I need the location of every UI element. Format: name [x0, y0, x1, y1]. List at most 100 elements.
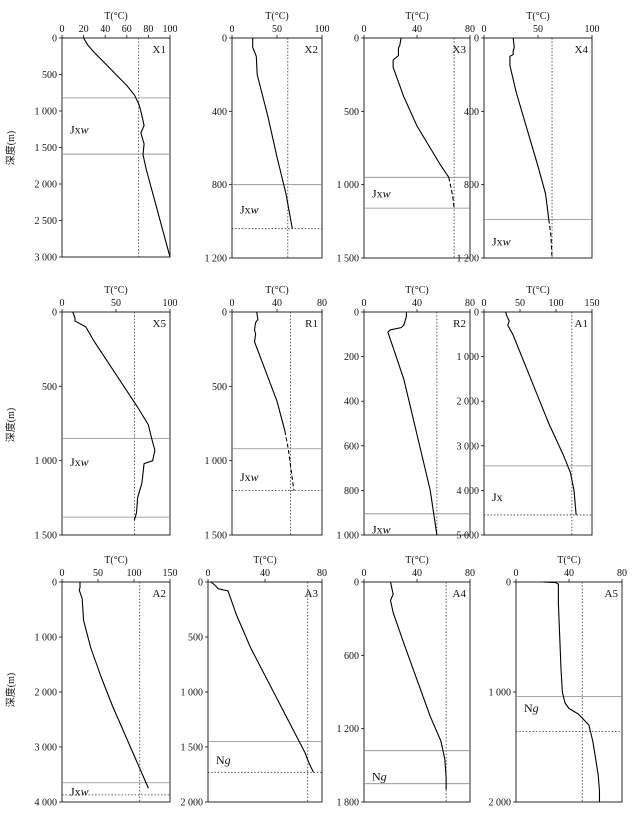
- formation-label: Jxw: [70, 122, 89, 136]
- x-tick-label: 100: [585, 24, 600, 35]
- temperature-axis-title: T(°C): [265, 11, 288, 22]
- temperature-axis-title: T(°C): [405, 285, 428, 296]
- x-tick-label: 0: [482, 298, 487, 309]
- plot-frame: [363, 311, 471, 536]
- x-tick-label: 80: [317, 298, 327, 309]
- y-tick-label: 600: [344, 651, 359, 662]
- formation-label-italic: g: [381, 769, 387, 783]
- x-tick-label: 80: [465, 568, 475, 579]
- formation-label-main: Jx: [70, 122, 81, 136]
- x-tick-label: 80: [465, 24, 475, 35]
- temperature-axis-title: T(°C): [253, 555, 276, 566]
- formation-label: Jx: [492, 490, 503, 504]
- temperature-axis-title: T(°C): [104, 555, 127, 566]
- formation-label-main: N: [524, 701, 533, 715]
- formation-label-italic: w: [81, 455, 89, 469]
- y-tick-label: 1 500: [205, 531, 228, 542]
- temperature-profile: [387, 312, 438, 536]
- y-tick-label: 0: [506, 578, 511, 589]
- y-tick-label: 1 000: [205, 456, 228, 467]
- y-tick-label: 2 000: [181, 798, 204, 809]
- formation-label-italic: w: [251, 470, 259, 484]
- y-tick-label: 0: [52, 308, 57, 319]
- plot-frame: [483, 311, 593, 536]
- plot-frame: [61, 311, 171, 536]
- y-tick-label: 0: [474, 34, 479, 45]
- well-name-label: X5: [153, 318, 167, 330]
- x-tick-label: 20: [79, 24, 89, 35]
- formation-label: Ng: [372, 769, 387, 783]
- formation-label-italic: w: [383, 186, 391, 200]
- x-tick-label: 100: [315, 24, 330, 35]
- y-tick-label: 1 200: [337, 724, 360, 735]
- x-tick-label: 40: [564, 568, 574, 579]
- y-tick-label: 0: [354, 34, 359, 45]
- y-tick-label: 1 500: [35, 143, 58, 154]
- formation-label: Ng: [524, 701, 539, 715]
- y-tick-label: 1 000: [35, 633, 58, 644]
- x-tick-label: 0: [362, 24, 367, 35]
- formation-label-italic: w: [503, 235, 511, 249]
- y-tick-label: 0: [222, 34, 227, 45]
- y-tick-label: 0: [52, 34, 57, 45]
- x-tick-label: 80: [143, 24, 153, 35]
- panel-x2: 0 50 100 0 400 800 1 200 T(°C) X2 Jxw: [205, 11, 330, 265]
- x-tick-label: 0: [482, 24, 487, 35]
- y-tick-label: 800: [344, 486, 359, 497]
- depth-axis-label-row-2: 深度(m): [4, 408, 17, 442]
- well-name-label: A4: [453, 588, 467, 600]
- temperature-profile: [83, 37, 171, 258]
- y-tick-label: 1 000: [457, 352, 480, 363]
- x-tick-label: 0: [60, 298, 65, 309]
- formation-label-italic: w: [251, 202, 259, 216]
- x-tick-label: 80: [465, 298, 475, 309]
- panel-a4: 0 40 80 0 600 1 200 1 800 T(°C) A4 Ng: [337, 555, 476, 809]
- y-tick-label: 0: [198, 578, 203, 589]
- y-tick-label: 2 500: [35, 216, 58, 227]
- temperature-profile: [253, 311, 286, 432]
- plot-frame: [231, 37, 323, 259]
- formation-label-main: Jx: [492, 235, 503, 249]
- plot-frame: [61, 37, 171, 258]
- y-tick-label: 1 200: [457, 254, 480, 265]
- plot-frame: [207, 581, 323, 803]
- x-tick-label: 40: [272, 298, 282, 309]
- y-tick-label: 800: [464, 180, 479, 191]
- x-tick-label: 80: [617, 568, 627, 579]
- y-tick-label: 500: [344, 107, 359, 118]
- x-tick-label: 0: [514, 568, 519, 579]
- y-tick-label: 0: [354, 578, 359, 589]
- x-tick-label: 0: [230, 24, 235, 35]
- plot-frame: [61, 581, 171, 803]
- y-tick-label: 3 000: [457, 441, 480, 452]
- y-tick-label: 4 000: [457, 486, 480, 497]
- well-name-label: X4: [575, 44, 589, 56]
- y-tick-label: 1 000: [35, 107, 58, 118]
- x-tick-label: 60: [122, 24, 132, 35]
- well-name-label: A2: [153, 588, 166, 600]
- y-tick-label: 600: [344, 441, 359, 452]
- y-tick-label: 0: [222, 308, 227, 319]
- plot-frame: [483, 37, 593, 259]
- y-tick-label: 1 500: [181, 743, 204, 754]
- temperature-axis-title: T(°C): [265, 285, 288, 296]
- y-tick-label: 0: [52, 578, 57, 589]
- x-tick-label: 0: [60, 24, 65, 35]
- formation-label-italic: w: [383, 522, 391, 536]
- formation-label: Jxw: [70, 785, 89, 799]
- panel-a3: 0 40 80 0 500 1 000 1 500 2 000 T(°C) A3 Ng: [181, 555, 328, 809]
- y-tick-label: 500: [212, 382, 227, 393]
- temperature-profile: [210, 581, 314, 773]
- formation-label: Ng: [216, 753, 231, 767]
- depth-axis-label-row-3: 深度(m): [4, 673, 17, 707]
- x-tick-label: 100: [163, 24, 178, 35]
- temperature-profile: [505, 311, 577, 515]
- panel-r1: 0 40 80 0 500 1 000 1 500 T(°C) R1 Jxw: [205, 285, 328, 542]
- y-tick-label: 0: [474, 308, 479, 319]
- y-tick-label: 3 000: [35, 253, 58, 264]
- formation-label: Jxw: [372, 186, 391, 200]
- formation-label: Jxw: [240, 202, 259, 216]
- x-tick-label: 0: [206, 568, 211, 579]
- y-tick-label: 2 000: [457, 397, 480, 408]
